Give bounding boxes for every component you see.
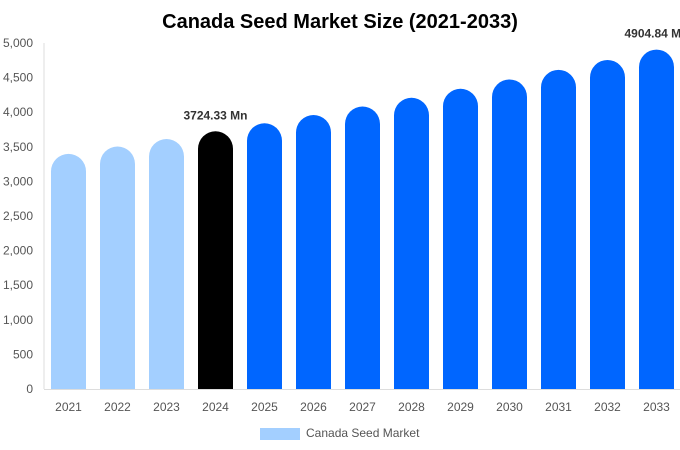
x-tick-label: 2029: [447, 400, 474, 414]
y-tick-label: 4,500: [3, 71, 33, 85]
bar-2021[interactable]: [51, 153, 86, 389]
bar-2031[interactable]: [541, 69, 576, 389]
chart-title: Canada Seed Market Size (2021-2033): [162, 11, 518, 33]
bar-2026[interactable]: [296, 115, 331, 389]
bar-2033[interactable]: [639, 49, 674, 389]
x-tick-label: 2031: [545, 400, 572, 414]
x-tick-label: 2022: [104, 400, 131, 414]
bar-2030[interactable]: [492, 79, 527, 390]
bar-2032[interactable]: [590, 59, 625, 389]
y-tick-label: 2,500: [3, 209, 33, 223]
legend-label[interactable]: Canada Seed Market: [306, 426, 420, 440]
bar-2023[interactable]: [149, 139, 184, 389]
y-tick-label: 3,500: [3, 140, 33, 154]
bar-2027[interactable]: [345, 106, 380, 389]
bar-2029[interactable]: [443, 88, 478, 389]
y-tick-label: 2,000: [3, 244, 33, 258]
bar-2022[interactable]: [100, 146, 135, 389]
data-label-2024: 3724.33 Mn: [183, 108, 247, 122]
x-tick-label: 2027: [349, 400, 376, 414]
y-tick-label: 4,000: [3, 105, 33, 119]
x-tick-label: 2026: [300, 400, 327, 414]
bar-2024[interactable]: [198, 131, 233, 389]
x-tick-label: 2032: [594, 400, 621, 414]
y-tick-label: 5,000: [3, 36, 33, 50]
x-tick-label: 2021: [55, 400, 82, 414]
x-tick-label: 2033: [643, 400, 670, 414]
x-tick-label: 2024: [202, 400, 229, 414]
y-tick-label: 3,000: [3, 174, 33, 188]
data-label-2033: 4904.84 Mn: [624, 27, 680, 41]
x-tick-label: 2023: [153, 400, 180, 414]
y-tick-label: 1,000: [3, 313, 33, 327]
x-tick-label: 2030: [496, 400, 523, 414]
legend-swatch[interactable]: [260, 428, 300, 440]
y-tick-label: 1,500: [3, 278, 33, 292]
y-tick-label: 500: [13, 347, 33, 361]
y-tick-label: 0: [26, 382, 33, 396]
x-tick-label: 2025: [251, 400, 278, 414]
bar-2028[interactable]: [394, 97, 429, 389]
x-tick-label: 2028: [398, 400, 425, 414]
bar-2025[interactable]: [247, 123, 282, 389]
legend: Canada Seed Market: [260, 426, 420, 440]
